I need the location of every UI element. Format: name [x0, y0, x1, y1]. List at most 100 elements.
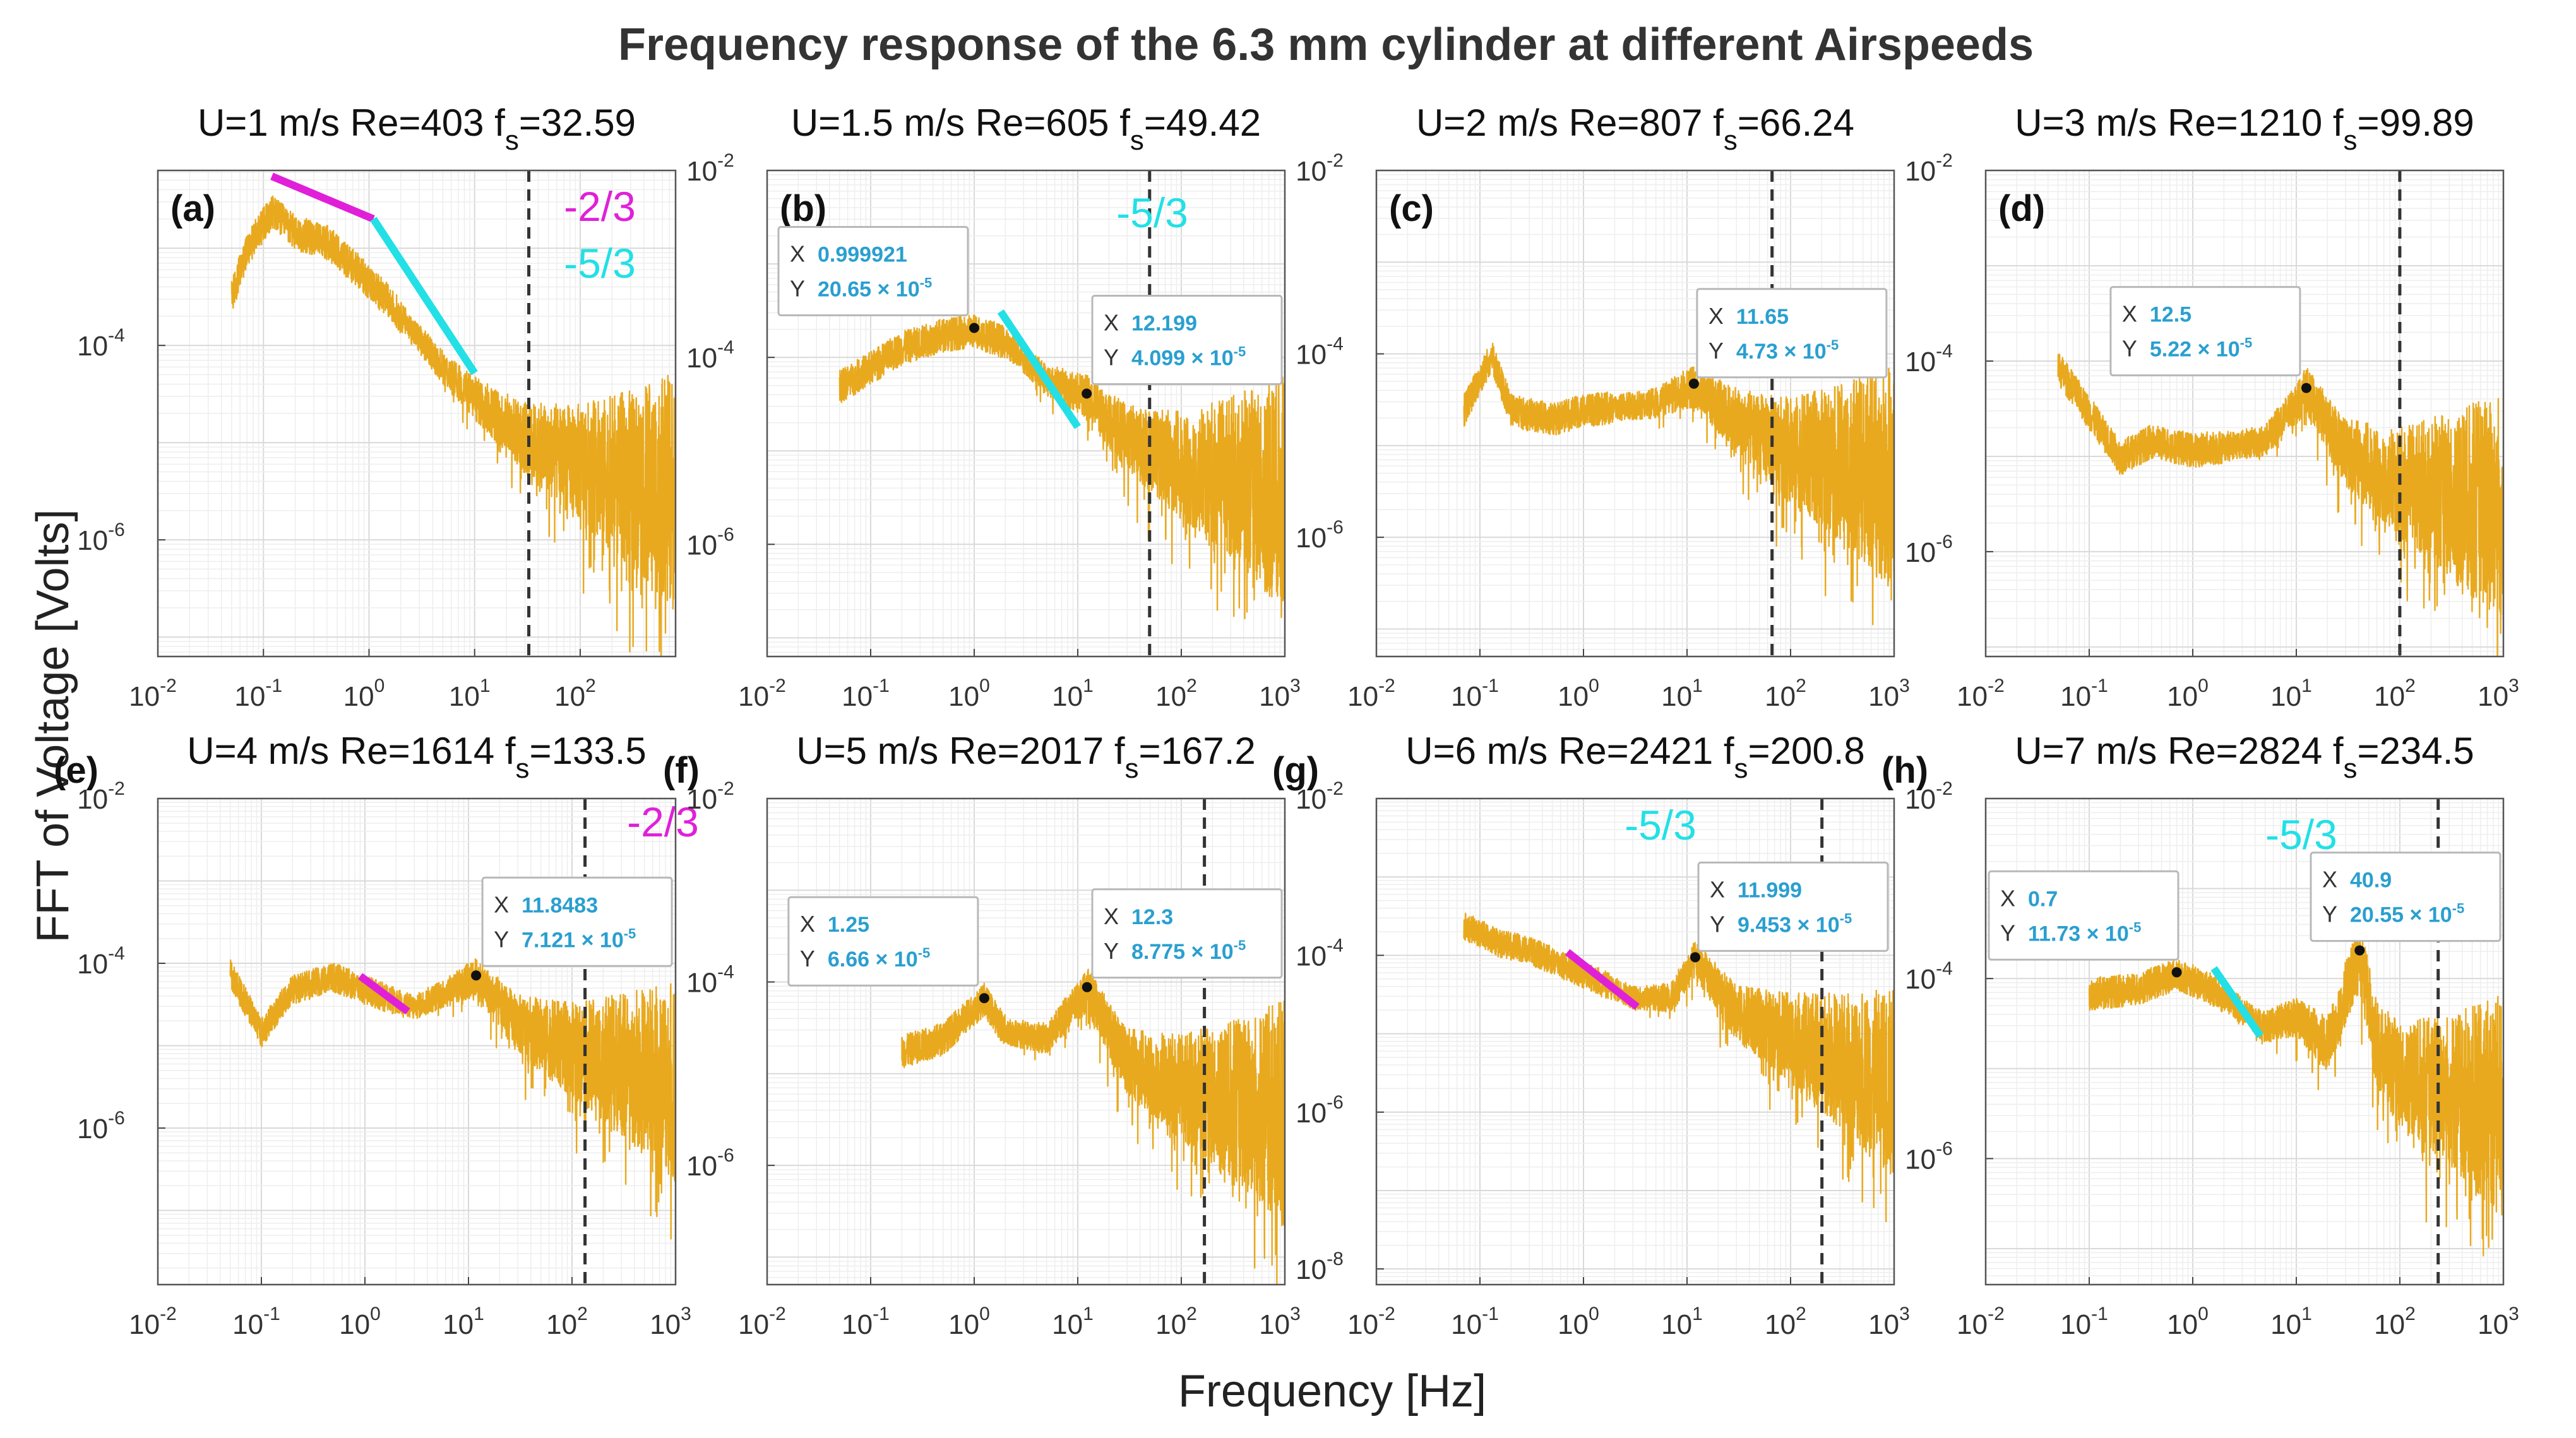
- datatip-x-key: X: [2322, 867, 2337, 893]
- x-tick-label: 10-1: [842, 675, 890, 712]
- datatip-marker: [2354, 945, 2365, 956]
- x-tick-exponent: -1: [873, 1304, 890, 1324]
- datatip: X 1.25 Y 6.66 × 10-5: [787, 896, 979, 987]
- y-tick-exponent: -4: [1936, 958, 1953, 979]
- x-tick-label: 10-1: [232, 1304, 280, 1340]
- x-tick-label: 100: [343, 675, 385, 712]
- panel-title-subscript: s: [1724, 125, 1738, 156]
- y-tick-exponent: -2: [1327, 150, 1344, 171]
- x-tick-label: 100: [1558, 1304, 1599, 1340]
- slope-line-cyan: [2210, 966, 2264, 1038]
- datatip-box: [1696, 288, 1888, 379]
- x-tick-label: 10-2: [129, 675, 177, 712]
- x-tick-label: 100: [2167, 1304, 2209, 1340]
- panel-letter: (d): [1998, 188, 2045, 229]
- datatip-marker: [969, 323, 979, 333]
- datatip-box: [1988, 870, 2179, 961]
- y-tick-label: 10-2: [1296, 778, 1344, 815]
- x-tick-label: 10-1: [2060, 675, 2108, 712]
- y-tick-exponent: -6: [717, 524, 734, 545]
- y-tick-label: 10-2: [686, 150, 734, 187]
- y-tick-exponent: -2: [1327, 778, 1344, 799]
- panels-group: -2/3-5/3(a)10-2 10-1 100 101 10210-410-6U=1 …: [54, 102, 2519, 1340]
- x-tick-exponent: -2: [1378, 675, 1395, 696]
- x-tick-exponent: -1: [1482, 1304, 1499, 1324]
- datatip-y-key: Y: [1104, 938, 1119, 964]
- datatip-marker: [2301, 383, 2311, 393]
- datatip-x-key: X: [1104, 310, 1119, 336]
- panel-title-subscript: s: [1734, 753, 1748, 784]
- y-tick-exponent: -8: [1327, 1249, 1344, 1269]
- panel-letter: (a): [170, 188, 215, 229]
- datatip-marker: [1688, 378, 1699, 389]
- datatip-x-value: 11.8483: [522, 893, 598, 917]
- datatip-box: [2310, 852, 2501, 942]
- signal-series: [1463, 342, 1894, 626]
- x-tick-label: 100: [948, 1304, 990, 1340]
- axes-frame: [1375, 797, 1895, 1286]
- x-tick-label: 10-2: [1957, 1304, 2005, 1340]
- datatip-x-key: X: [494, 891, 509, 917]
- y-tick-exponent: -4: [717, 337, 734, 358]
- x-tick-exponent: -2: [1988, 675, 2005, 696]
- x-tick-exponent: 3: [2508, 1304, 2519, 1324]
- x-tick-exponent: -2: [160, 675, 177, 696]
- y-tick-label: 10-6: [686, 1145, 734, 1182]
- datatip: X 40.9 Y 20.55 × 10-5: [2310, 852, 2501, 942]
- x-tick-exponent: -2: [1988, 1304, 2005, 1324]
- signal-series: [229, 958, 676, 1240]
- datatip-y-exp: -5: [1827, 337, 1839, 353]
- panel-title: U=1 m/s Re=403 fs=32.59: [198, 102, 636, 156]
- datatip-marker: [1082, 388, 1092, 399]
- x-tick-label: 102: [554, 675, 596, 712]
- x-tick-exponent: -1: [263, 1304, 280, 1324]
- panel-title-subscript: s: [2344, 753, 2358, 784]
- datatip-x-value: 12.3: [1131, 905, 1173, 929]
- slope-line-cyan: [997, 309, 1081, 429]
- datatip-y-key: Y: [2122, 336, 2137, 362]
- x-tick-label: 101: [2270, 1304, 2312, 1340]
- datatip-y-exp: -5: [624, 925, 636, 941]
- datatip-x-key: X: [800, 911, 815, 937]
- panel-letter: (c): [1389, 188, 1434, 229]
- panel-d: (d)X 12.5Y 5.22 × 10-510-2 10-1 100 101 102 103…: [1905, 102, 2519, 712]
- x-tick-exponent: -1: [2091, 1304, 2108, 1324]
- datatip-box: [1091, 888, 1283, 979]
- x-tick-label: 10-1: [1451, 1304, 1499, 1340]
- datatip-y-exp: -5: [2240, 335, 2253, 351]
- y-tick-exponent: -6: [1936, 1138, 1953, 1159]
- slope-line-magenta: [357, 973, 410, 1015]
- datatip-x-value: 0.999921: [818, 243, 907, 267]
- panel-title-value: =99.89: [2358, 102, 2474, 144]
- x-tick-label: 10-2: [1347, 1304, 1395, 1340]
- y-tick-label: 10-6: [686, 524, 734, 561]
- x-tick-exponent: 0: [979, 675, 990, 696]
- signal-series: [230, 195, 676, 657]
- datatip-marker: [2171, 967, 2182, 978]
- panel-letter: (e): [54, 750, 98, 791]
- x-tick-exponent: 1: [1692, 1304, 1703, 1324]
- datatip-x-key: X: [1708, 303, 1724, 329]
- y-tick-label: 10-4: [1296, 935, 1344, 972]
- datatip-y-value: 9.453 × 10-5: [1738, 910, 1852, 937]
- datatip-y-value: 5.22 × 10-5: [2150, 335, 2252, 362]
- slope-label: -2/3: [627, 799, 699, 845]
- x-tick-label: 103: [2478, 1304, 2519, 1340]
- datatip-y-key: Y: [800, 946, 815, 972]
- datatip-box: [777, 226, 969, 317]
- x-tick-label: 101: [1052, 1304, 1094, 1340]
- x-tick-label: 101: [449, 675, 491, 712]
- datatip-y-exp: -5: [918, 945, 931, 961]
- x-tick-label: 100: [948, 675, 990, 712]
- datatip-y-value: 4.73 × 10-5: [1736, 337, 1839, 364]
- x-tick-exponent: 1: [1083, 675, 1094, 696]
- datatip: X 0.999921 Y 20.65 × 10-5: [777, 226, 969, 317]
- y-tick-label: 10-4: [77, 325, 125, 362]
- x-tick-label: 102: [1155, 675, 1197, 712]
- datatip: X 12.3 Y 8.775 × 10-5: [1091, 888, 1283, 979]
- x-tick-exponent: -2: [769, 675, 786, 696]
- datatip: X 11.8483 Y 7.121 × 10-5: [481, 876, 673, 967]
- datatip-x-key: X: [1104, 903, 1119, 929]
- y-tick-exponent: -4: [1936, 341, 1953, 362]
